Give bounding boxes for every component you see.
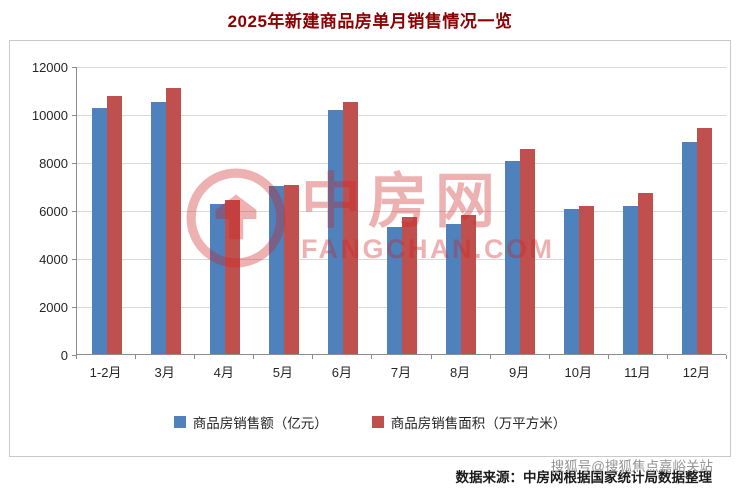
bar-sales-value-3月 [151, 102, 166, 354]
x-tick-mark [431, 355, 432, 359]
bar-sales-value-8月 [446, 224, 461, 354]
x-tick-label-1-2月: 1-2月 [89, 365, 122, 380]
x-tick-mark [371, 355, 372, 359]
y-tick-mark [72, 307, 76, 308]
y-tick-label-10000: 10000 [31, 108, 68, 123]
x-tick-mark [253, 355, 254, 359]
legend-swatch [371, 416, 384, 428]
bar-sales-area-4月 [225, 200, 240, 354]
bar-sales-area-12月 [697, 128, 712, 354]
y-tick-label-4000: 4000 [39, 252, 68, 267]
legend-label: 商品房销售面积（万平方米） [390, 416, 567, 431]
bar-sales-area-3月 [166, 88, 181, 354]
plot-area: 中房网 FANGCHAN.COM [76, 67, 727, 355]
y-tick-mark [72, 163, 76, 164]
x-tick-label-6月: 6月 [331, 365, 353, 380]
x-tick-mark [312, 355, 313, 359]
y-tick-label-12000: 12000 [31, 60, 68, 75]
x-tick-label-12月: 12月 [682, 365, 711, 380]
y-tick-mark [72, 355, 76, 356]
x-tick-label-8月: 8月 [449, 365, 471, 380]
chart-frame: 0 2000 4000 6000 8000 10000 12000 中房网 FANGCHAN… [9, 40, 731, 457]
x-tick-mark [549, 355, 550, 359]
bar-sales-area-9月 [520, 149, 535, 354]
x-tick-label-7月: 7月 [390, 365, 412, 380]
gridline-6000 [77, 211, 727, 212]
bar-sales-value-4月 [210, 204, 225, 354]
watermark: 中房网 FANGCHAN.COM [185, 167, 555, 269]
bar-sales-area-6月 [343, 102, 358, 354]
bar-sales-value-5月 [269, 186, 284, 354]
x-tick-mark [76, 355, 77, 359]
y-tick-mark [72, 211, 76, 212]
x-tick-mark [194, 355, 195, 359]
x-tick-mark [667, 355, 668, 359]
y-tick-label-8000: 8000 [39, 156, 68, 171]
x-tick-label-11月: 11月 [624, 365, 651, 380]
y-tick-label-2000: 2000 [39, 300, 68, 315]
chart-title: 2025年新建商品房单月销售情况一览 [227, 12, 513, 31]
bar-sales-value-10月 [564, 209, 579, 354]
legend-swatch [173, 416, 186, 428]
x-tick-label-10月: 10月 [564, 365, 592, 380]
bar-sales-value-6月 [328, 110, 343, 354]
bar-sales-value-9月 [505, 161, 520, 354]
legend: 商品房销售额（亿元） 商品房销售面积（万平方米） [10, 412, 730, 432]
y-tick-label-0: 0 [60, 348, 68, 363]
x-tick-label-3月: 3月 [154, 365, 175, 380]
legend-label: 商品房销售额（亿元） [192, 416, 328, 431]
gridline-12000 [77, 67, 727, 68]
bar-sales-area-10月 [579, 206, 594, 354]
bar-sales-area-11月 [638, 193, 653, 354]
x-tick-label-9月: 9月 [509, 365, 530, 380]
bar-sales-value-7月 [387, 227, 402, 354]
gridline-10000 [77, 115, 727, 116]
x-tick-label-4月: 4月 [213, 365, 234, 380]
y-tick-label-6000: 6000 [39, 204, 68, 219]
y-tick-mark [72, 115, 76, 116]
bar-sales-value-1-2月 [92, 108, 107, 354]
x-tick-mark [608, 355, 609, 359]
x-tick-mark [726, 355, 727, 359]
legend-item-sales-value: 商品房销售额（亿元） [173, 412, 328, 432]
bar-sales-area-7月 [402, 217, 417, 354]
bar-sales-area-8月 [461, 215, 476, 354]
bar-sales-area-5月 [284, 185, 299, 354]
data-source-text: 数据来源：中房网根据国家统计局数据整理 [455, 470, 713, 485]
x-tick-mark [490, 355, 491, 359]
bar-sales-value-11月 [623, 206, 638, 354]
sohu-watermark-text: 搜狐号@搜狐焦点嘉峪关站 [550, 459, 713, 474]
gridline-8000 [77, 163, 727, 164]
y-tick-mark [72, 259, 76, 260]
bar-sales-area-1-2月 [107, 96, 122, 354]
x-tick-label-5月: 5月 [272, 365, 293, 380]
bar-sales-value-12月 [682, 142, 697, 354]
x-tick-mark [135, 355, 136, 359]
legend-item-sales-area: 商品房销售面积（万平方米） [371, 412, 567, 432]
y-tick-mark [72, 67, 76, 68]
